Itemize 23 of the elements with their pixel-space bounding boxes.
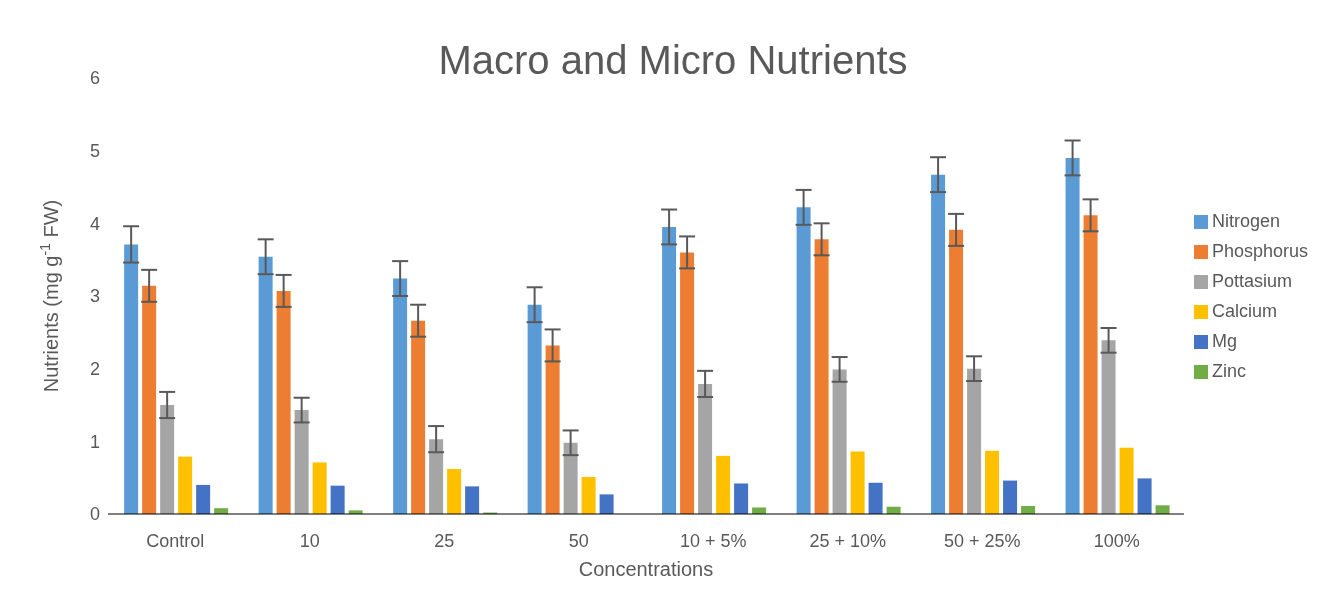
y-tick-label: 5 (89, 141, 100, 162)
legend-label: Calcium (1211, 301, 1277, 321)
legend-label: Zinc (1211, 361, 1246, 381)
x-tick-label: Control (146, 530, 205, 551)
legend-label: Pottasium (1211, 271, 1292, 291)
y-tick-label: 0 (89, 504, 100, 525)
y-tick-label: 4 (89, 213, 100, 234)
x-axis-title: Concentrations (578, 558, 714, 580)
x-tick-label: 10 + 5% (679, 530, 747, 551)
y-tick-label: 1 (89, 431, 100, 452)
chart-title: Macro and Micro Nutrients (438, 38, 908, 82)
legend-label: Nitrogen (1211, 211, 1280, 231)
legend-label: Mg (1211, 331, 1237, 351)
y-tick-label: 3 (89, 286, 100, 307)
x-tick-label: 50 + 25% (943, 530, 1021, 551)
x-tick-label: 25 (434, 530, 455, 551)
x-tick-label: 100% (1093, 530, 1140, 551)
legend-label: Phosphorus (1211, 241, 1308, 261)
y-tick-label: 6 (89, 68, 100, 89)
x-tick-label: 10 (299, 530, 320, 551)
x-tick-label: 50 (568, 530, 589, 551)
y-tick-label: 2 (89, 359, 100, 380)
x-tick-label: 25 + 10% (809, 530, 886, 551)
